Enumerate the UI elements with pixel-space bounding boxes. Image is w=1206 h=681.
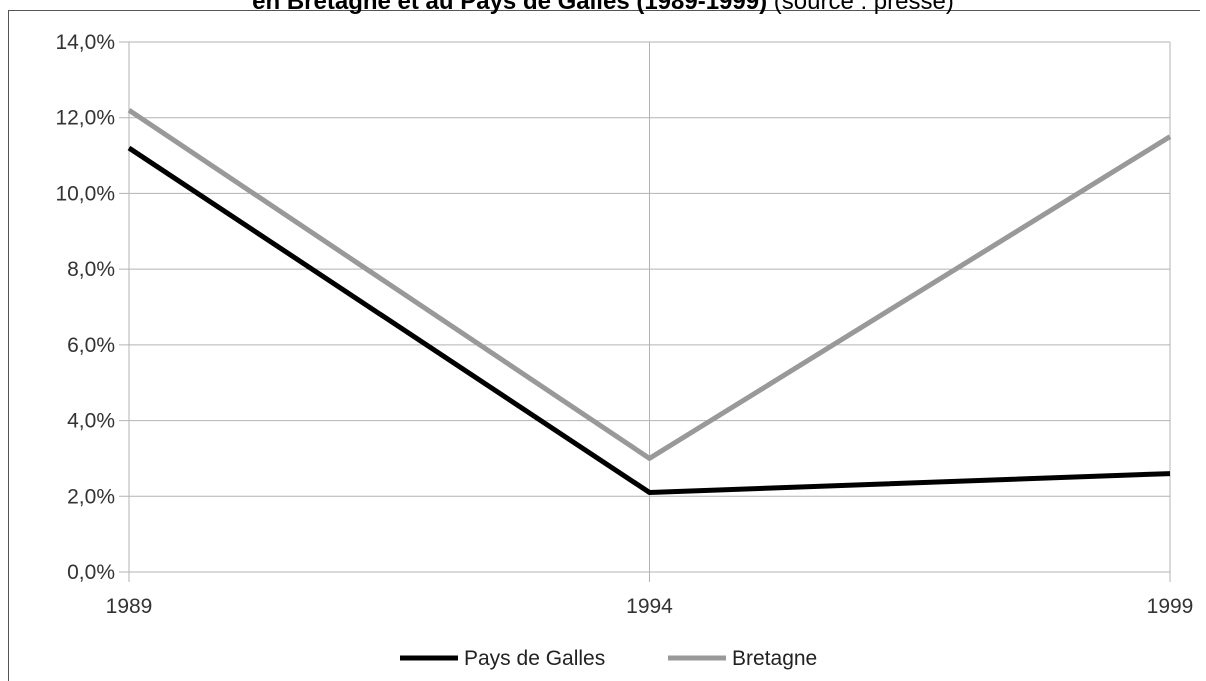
chart-title-source: (source : presse) <box>767 0 954 15</box>
x-tick-label: 1994 <box>626 595 673 618</box>
legend-label: Bretagne <box>732 647 817 670</box>
chart-border <box>8 10 1200 681</box>
y-tick-label: 12,0% <box>55 107 115 130</box>
y-tick-label: 10,0% <box>55 182 115 205</box>
series-line <box>127 145 1171 495</box>
y-tick-label: 8,0% <box>67 258 115 281</box>
x-tick-label: 1999 <box>1147 595 1194 618</box>
x-tick-label: 1989 <box>106 595 153 618</box>
legend-label: Pays de Galles <box>464 647 605 670</box>
y-tick-label: 2,0% <box>67 485 115 508</box>
y-tick-label: 4,0% <box>67 410 115 433</box>
y-tick-label: 0,0% <box>67 561 115 584</box>
chart-title: en Bretagne et au Pays de Galles (1989-1… <box>0 0 1206 17</box>
y-tick-label: 14,0% <box>55 31 115 54</box>
y-tick-label: 6,0% <box>67 334 115 357</box>
series-line <box>127 108 1172 461</box>
chart-title-bold: en Bretagne et au Pays de Galles (1989-1… <box>252 0 768 15</box>
